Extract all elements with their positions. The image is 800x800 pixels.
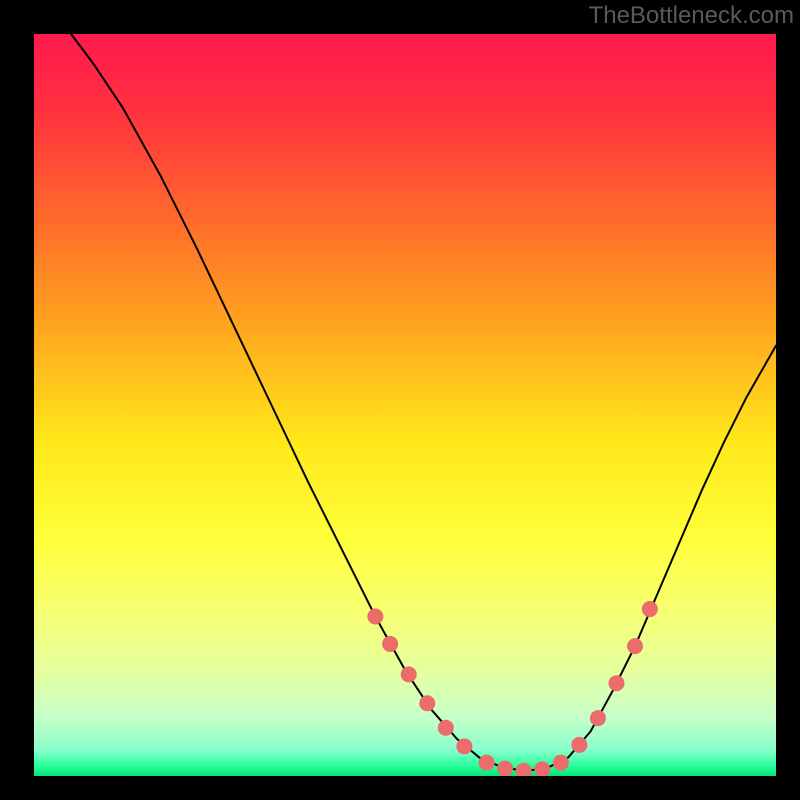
data-marker [608,675,624,691]
gradient-background [34,34,776,776]
data-marker [367,608,383,624]
chart-canvas: TheBottleneck.com [0,0,800,800]
bottleneck-chart-svg [34,34,776,776]
data-marker [590,710,606,726]
data-marker [627,638,643,654]
data-marker [419,695,435,711]
data-marker [382,636,398,652]
plot-area [34,34,776,776]
data-marker [642,601,658,617]
data-marker [497,761,513,776]
data-marker [401,666,417,682]
data-marker [571,737,587,753]
data-marker [553,755,569,771]
watermark-text: TheBottleneck.com [589,2,794,30]
data-marker [479,755,495,771]
data-marker [438,720,454,736]
data-marker [456,738,472,754]
